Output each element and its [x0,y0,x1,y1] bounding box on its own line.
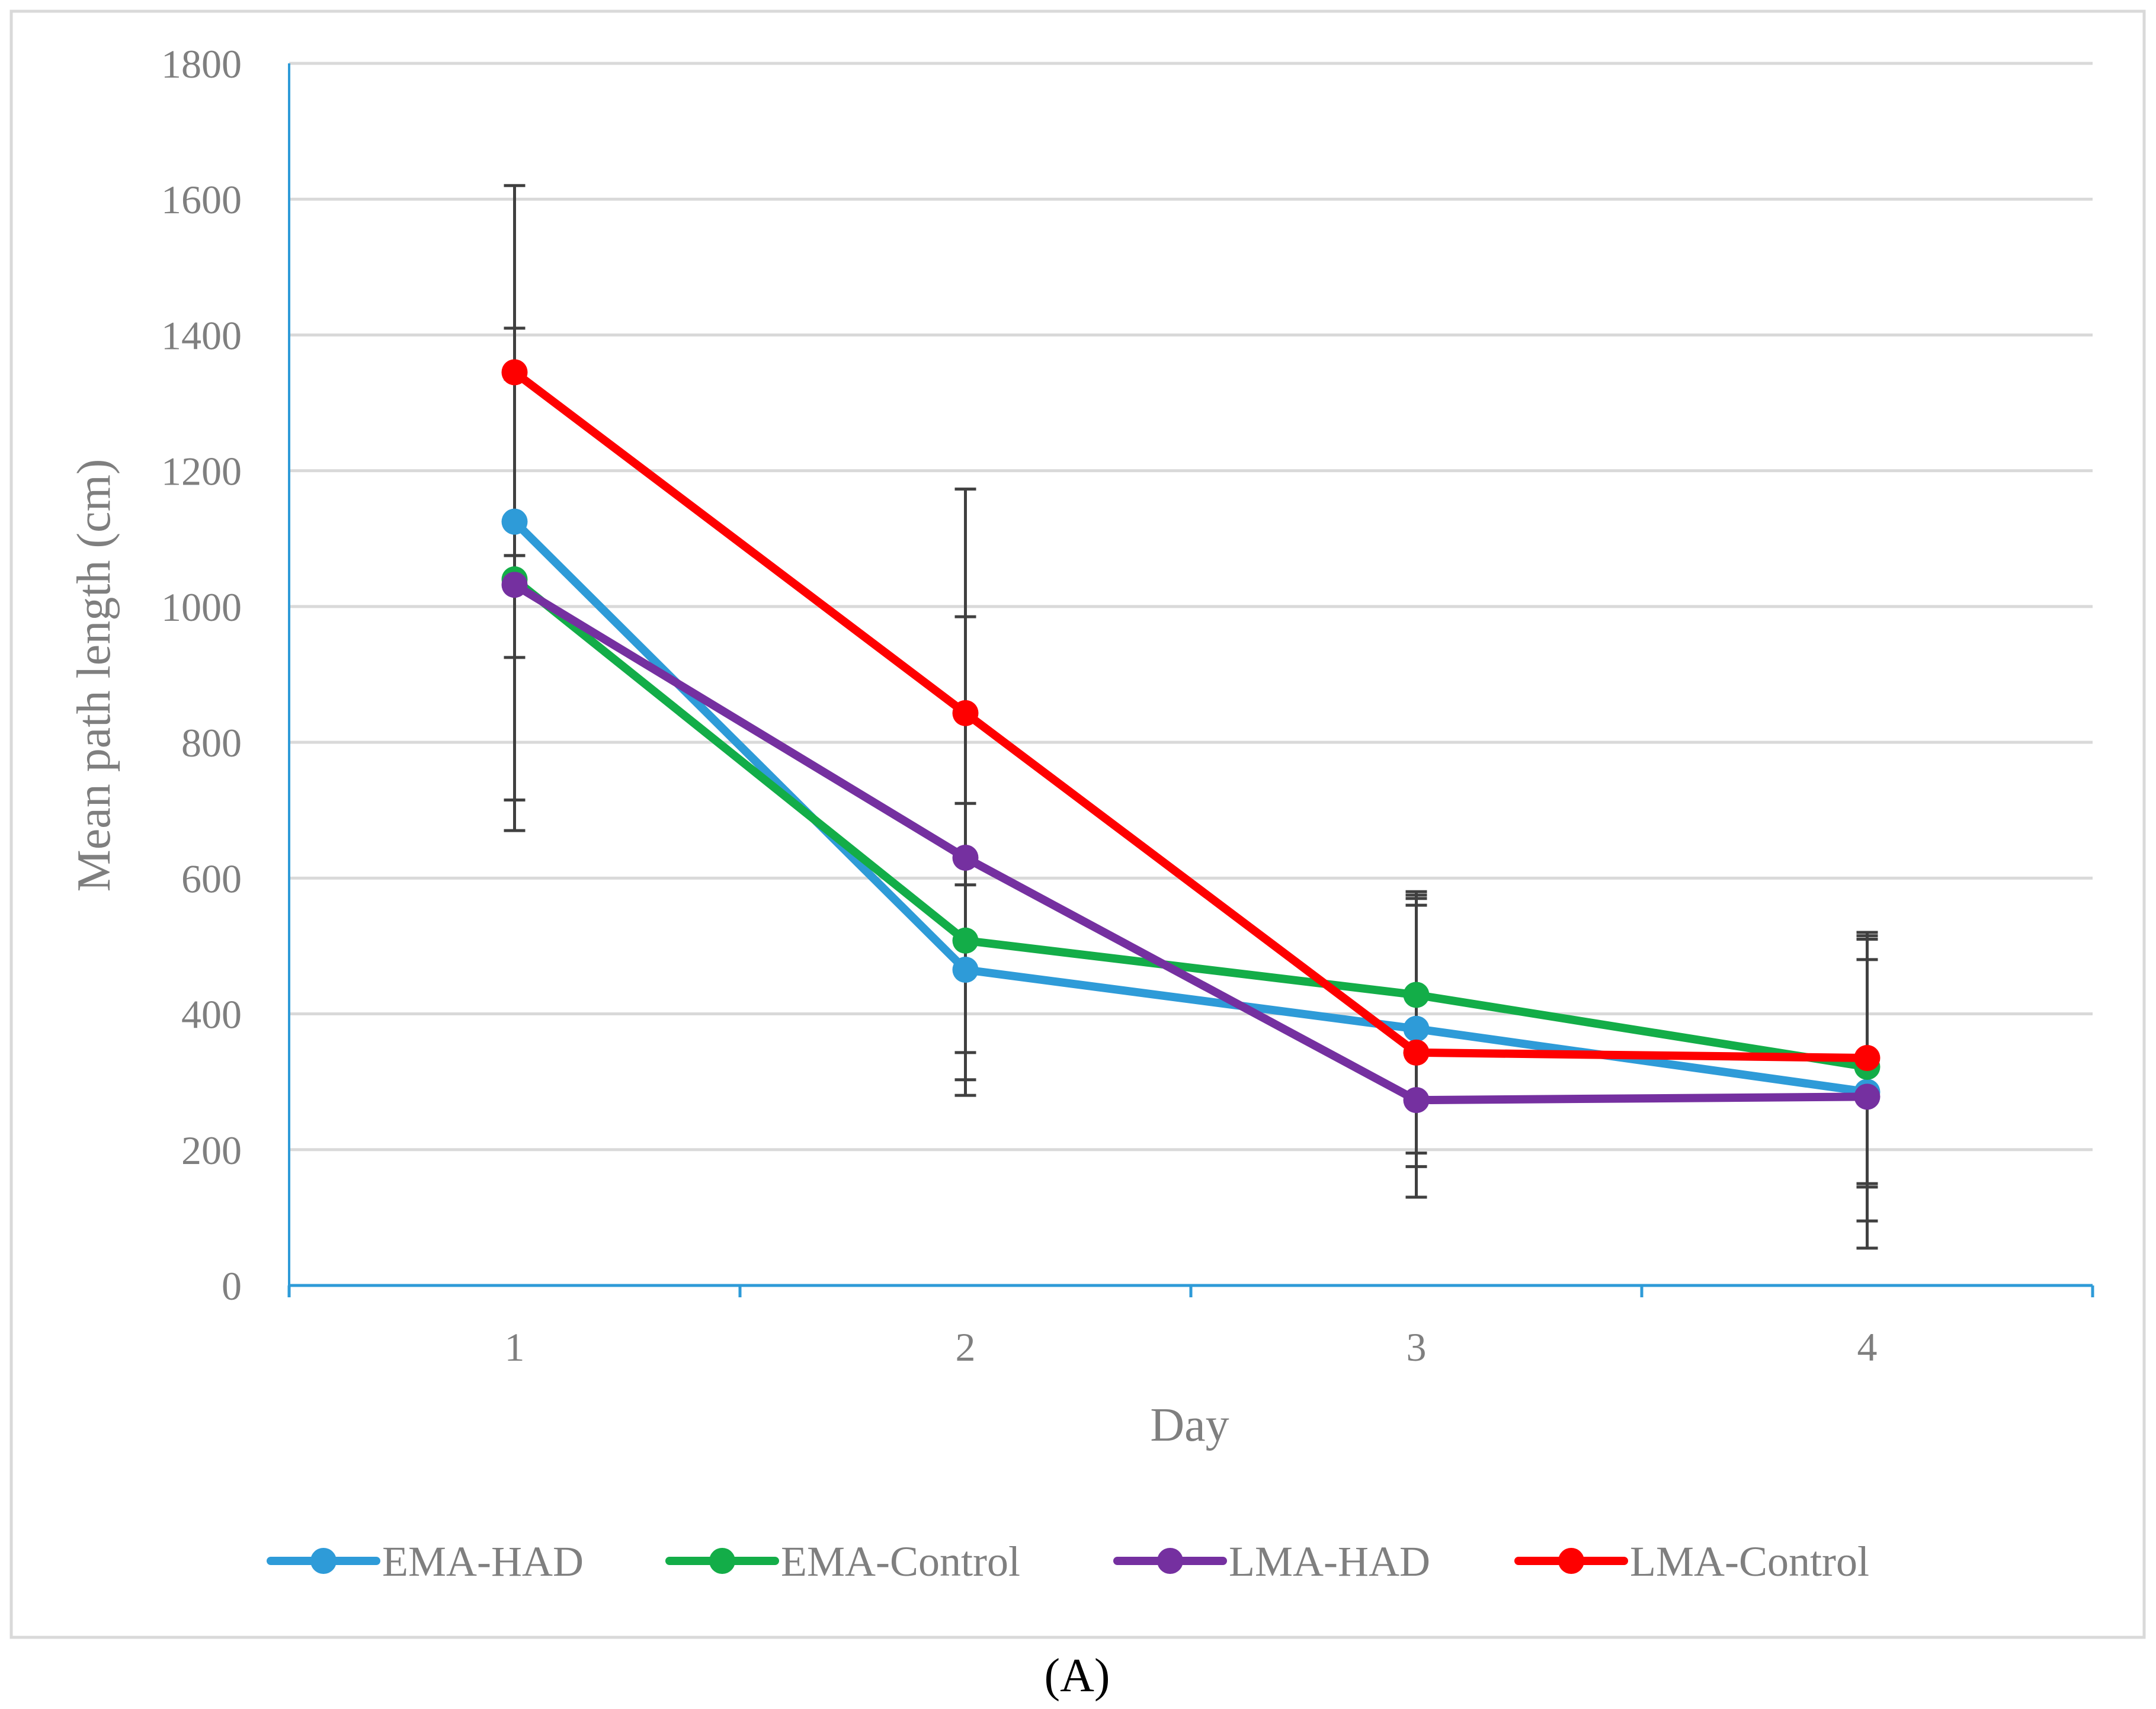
series-line-ema-control [510,575,1872,1071]
data-point-lma-control [952,700,979,726]
y-tick-label: 1000 [161,585,242,630]
data-point-lma-had [1854,1083,1881,1110]
x-tick-label: 3 [1407,1325,1427,1370]
y-tick-label: 0 [222,1264,242,1309]
y-tick-label: 1200 [161,449,242,494]
legend-label-lma-had: LMA-HAD [1229,1538,1430,1585]
axes [287,63,2094,1297]
y-tick-label: 1800 [161,41,242,86]
series-line-lma-control [510,368,1872,1063]
y-tick-label: 1600 [161,177,242,222]
data-point-ema-had [952,957,979,983]
series-line-ema-had [510,517,1872,1096]
y-tick-label: 200 [181,1128,242,1173]
legend-label-ema-control: EMA-Control [781,1538,1020,1585]
y-tick-label: 1400 [161,313,242,358]
data-point-lma-control [501,359,528,386]
data-point-lma-had [1403,1087,1430,1114]
legend-marker-lma-had [1157,1548,1183,1574]
x-tick-label: 1 [505,1325,525,1370]
legend-marker-lma-control [1558,1548,1584,1574]
y-tick-label: 600 [181,856,242,901]
x-tick-labels: 1 2 3 4 [505,1325,1878,1370]
legend-label-lma-control: LMA-Control [1630,1538,1869,1585]
data-point-lma-had [501,572,528,598]
data-point-ema-control [1403,982,1430,1008]
data-series [501,359,1881,1114]
chart-border [9,9,2146,1639]
legend: EMA-HAD EMA-Control LMA-HAD LMA-Control [267,1538,1869,1585]
y-tick-labels: 0 200 400 600 800 1000 1200 1400 1600 1800 [161,41,242,1309]
data-point-lma-control [1854,1045,1881,1072]
legend-label-ema-had: EMA-HAD [382,1538,584,1585]
data-point-ema-had [501,508,528,535]
data-point-lma-control [1403,1039,1430,1066]
x-tick-label: 4 [1857,1325,1878,1370]
data-point-ema-control [952,927,979,954]
legend-marker-ema-control [709,1548,735,1574]
legend-marker-ema-had [310,1548,337,1574]
series-line-lma-had [510,581,1872,1105]
y-tick-label: 400 [181,992,242,1037]
figure-caption: (A) [1044,1650,1110,1702]
y-axis-title: Mean path length (cm) [68,459,120,892]
data-point-lma-had [952,844,979,871]
x-tick-label: 2 [956,1325,976,1370]
y-tick-label: 800 [181,720,242,765]
data-point-ema-had [1403,1015,1430,1042]
gridlines [289,62,2093,1152]
x-axis-title: Day [1150,1399,1229,1451]
